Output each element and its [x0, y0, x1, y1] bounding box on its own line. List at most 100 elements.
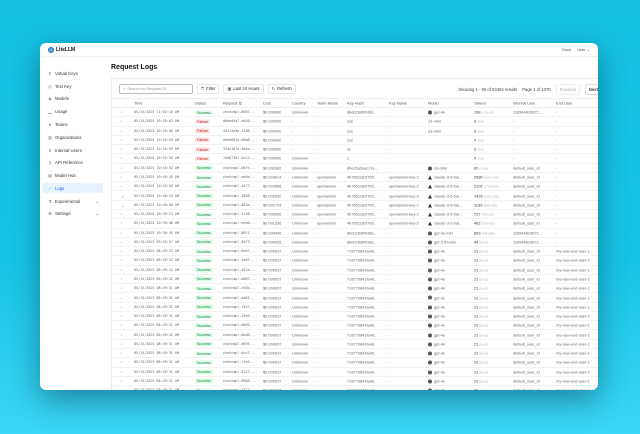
- chevron-right-icon[interactable]: ›: [121, 350, 123, 356]
- chevron-right-icon[interactable]: ›: [121, 230, 123, 236]
- tokens-total: 21: [474, 248, 480, 254]
- table-row[interactable]: › 05/15/2025 08:49:32 AM Success chatcmpl-d…: [112, 266, 598, 275]
- sidebar-item-label: Logs: [55, 185, 65, 191]
- sidebar-item-settings[interactable]: ⚙ Settings ⌄: [42, 208, 103, 218]
- column-header-request-id[interactable]: Request ID: [223, 100, 243, 106]
- chevron-right-icon[interactable]: ›: [121, 313, 123, 319]
- table-row[interactable]: › 05/15/2025 08:49:32 AM Success chatcmpl-2…: [112, 256, 598, 266]
- table-row[interactable]: › 05/15/2025 10:55:00 AM Failure 43474a9b-3…: [112, 127, 598, 136]
- column-header-end-user[interactable]: End User: [556, 100, 573, 106]
- table-row[interactable]: ⌄ 05/15/2025 10:40:33 AM Success chatcmpl-5…: [112, 191, 598, 201]
- column-header-key-name[interactable]: Key Name: [389, 100, 408, 106]
- table-row[interactable]: › 05/15/2025 10:54:59 AM Failure a9ee681d-b…: [112, 136, 598, 146]
- chevron-right-icon[interactable]: ›: [121, 128, 123, 134]
- table-row[interactable]: › 05/15/2025 08:49:31 AM Success chatcmpl-f…: [112, 303, 598, 312]
- sidebar-item-models[interactable]: ◈ Models: [42, 93, 103, 103]
- table-row[interactable]: › 05/15/2025 10:43:00 AM Success chatcmpl-4…: [112, 182, 598, 192]
- table-row[interactable]: › 05/15/2025 08:49:31 AM Success chatcmpl-d…: [112, 321, 598, 331]
- table-row[interactable]: › 05/15/2025 09:53:57 AM Success chatcmpl-8…: [112, 238, 598, 248]
- table-row[interactable]: › 05/15/2025 08:49:31 AM Success chatcmpl-8…: [112, 377, 598, 387]
- table-row[interactable]: › 05/15/2025 08:49:31 AM Success chatcmpl-c…: [112, 284, 598, 294]
- chevron-right-icon[interactable]: ›: [121, 137, 123, 143]
- next-button[interactable]: Next: [584, 84, 598, 95]
- chevron-right-icon[interactable]: ›: [121, 267, 123, 273]
- table-row[interactable]: › 05/15/2025 08:49:31 AM Success chatcmpl-d…: [112, 293, 598, 303]
- column-header-internal-user[interactable]: Internal User: [513, 100, 536, 106]
- chevron-down-icon[interactable]: ⌄: [121, 202, 125, 208]
- chevron-right-icon[interactable]: ›: [121, 248, 123, 254]
- user-menu[interactable]: User ⌄: [577, 47, 590, 52]
- chevron-right-icon[interactable]: ›: [121, 359, 123, 365]
- column-header-team-name[interactable]: Team Name: [317, 100, 338, 106]
- column-header-status[interactable]: Status: [195, 100, 207, 106]
- chevron-right-icon[interactable]: ›: [121, 118, 123, 124]
- docs-link[interactable]: Docs: [561, 47, 572, 52]
- table-row[interactable]: › 05/15/2025 08:49:31 AM Success chatcmpl-8…: [112, 330, 598, 340]
- table-row[interactable]: › 05/15/2025 08:49:32 AM Success chatcmpl-6…: [112, 247, 598, 257]
- table-row[interactable]: › 05/15/2025 08:49:31 AM Success chatcmpl-a…: [112, 275, 598, 285]
- chevron-right-icon[interactable]: ›: [121, 109, 123, 115]
- time-range-button[interactable]: ▦ Last 24 Hours: [223, 83, 264, 94]
- chevron-right-icon[interactable]: ›: [121, 155, 123, 161]
- table-row[interactable]: › 05/15/2025 08:49:31 AM Success chatcmpl-e…: [112, 386, 598, 390]
- chevron-right-icon[interactable]: ›: [121, 239, 123, 245]
- chevron-down-icon[interactable]: ⌄: [121, 193, 125, 199]
- sidebar-item-model-hub[interactable]: ▤ Model Hub: [42, 170, 103, 180]
- search-input[interactable]: ⌕ Search by Request ID: [119, 83, 193, 94]
- previous-button[interactable]: Previous: [555, 84, 580, 95]
- chevron-right-icon[interactable]: ›: [121, 285, 123, 291]
- chevron-right-icon[interactable]: ›: [121, 378, 123, 384]
- chevron-right-icon[interactable]: ›: [121, 332, 123, 338]
- table-row[interactable]: › 05/15/2025 10:39:46 AM Success chatcmpl-e…: [112, 219, 598, 229]
- sidebar-item-logs[interactable]: ⟋ Logs: [42, 183, 103, 193]
- sidebar-item-internal-users[interactable]: ሰ Internal Users: [42, 145, 103, 155]
- chevron-right-icon[interactable]: ›: [121, 165, 123, 171]
- model-name: gpt-4o: [434, 267, 446, 273]
- sidebar-item-teams[interactable]: ጰ Teams: [42, 119, 103, 129]
- chevron-right-icon[interactable]: ›: [121, 295, 123, 301]
- table-row[interactable]: › 05/15/2025 10:54:59 AM Failure 334c187d-4…: [112, 145, 598, 155]
- column-header-country[interactable]: Country: [292, 100, 306, 106]
- chevron-right-icon[interactable]: ›: [121, 220, 123, 226]
- column-header-key-hash[interactable]: Key Hash: [347, 100, 364, 106]
- column-header-tokens[interactable]: Tokens: [474, 100, 487, 106]
- chevron-right-icon[interactable]: ›: [121, 174, 123, 180]
- chevron-right-icon[interactable]: ›: [121, 183, 123, 189]
- logo[interactable]: LiteLLM: [48, 46, 75, 53]
- chevron-right-icon[interactable]: ›: [121, 322, 123, 328]
- chevron-right-icon[interactable]: ›: [121, 369, 123, 375]
- table-row[interactable]: › 05/15/2025 10:55:02 AM Failure d0ded5a7-e…: [112, 117, 598, 127]
- table-row[interactable]: › 05/15/2025 10:39:53 AM Success chatcmpl-5…: [112, 210, 598, 220]
- sidebar-item-api-reference[interactable]: ⚷ API Reference: [42, 157, 103, 167]
- chevron-right-icon[interactable]: ›: [121, 257, 123, 263]
- chevron-right-icon[interactable]: ›: [121, 276, 123, 282]
- table-row[interactable]: › 05/15/2025 08:49:31 AM Success chatcmpl-e…: [112, 340, 598, 350]
- column-header-cost[interactable]: Cost: [263, 100, 271, 106]
- filter-button[interactable]: ⛉ Filter: [197, 83, 220, 94]
- table-row[interactable]: ⌄ 05/15/2025 10:40:08 AM Success chatcmpl-8…: [112, 201, 598, 210]
- chevron-right-icon[interactable]: ›: [121, 341, 123, 347]
- table-row[interactable]: › 05/15/2025 08:49:31 AM Success chatcmpl-4…: [112, 312, 598, 322]
- key-name-cell: -: [389, 118, 391, 124]
- table-row[interactable]: › 05/15/2025 08:49:31 AM Success chatcmpl-8…: [112, 368, 598, 377]
- sidebar-item-usage[interactable]: ▁ Usage: [42, 106, 103, 116]
- table-row[interactable]: › 05/15/2025 08:49:31 AM Success chatcmpl-7…: [112, 358, 598, 368]
- column-header-model[interactable]: Model: [428, 100, 439, 106]
- table-row[interactable]: › 05/15/2025 10:54:58 AM Failure 7eb67387-b…: [112, 154, 598, 164]
- chevron-right-icon[interactable]: ›: [121, 388, 122, 390]
- column-header-time[interactable]: Time: [134, 100, 143, 106]
- chevron-right-icon[interactable]: ›: [121, 211, 123, 217]
- chevron-right-icon[interactable]: ›: [121, 146, 123, 152]
- end-user-cell: -: [556, 220, 558, 226]
- sidebar-item-virtual-keys[interactable]: ⚲ Virtual Keys: [42, 68, 103, 78]
- chevron-right-icon[interactable]: ›: [121, 304, 123, 310]
- table-row[interactable]: › 05/15/2025 10:38:45 AM Success chatcmpl-8…: [112, 229, 598, 238]
- sidebar-item-test-key[interactable]: ◎ Test Key: [42, 81, 103, 91]
- table-row[interactable]: › 05/15/2025 10:45:49 AM Success chatcmpl-e…: [112, 173, 598, 183]
- table-row[interactable]: › 05/15/2025 10:54:54 AM Success chatcmpl-b…: [112, 164, 598, 173]
- sidebar-item-organizations[interactable]: ▥ Organizations: [42, 132, 103, 142]
- table-row[interactable]: › 05/15/2025 08:49:31 AM Success chatcmpl-6…: [112, 349, 598, 359]
- refresh-button[interactable]: ↻ Refresh: [267, 83, 296, 94]
- table-row[interactable]: › 05/15/2025 11:02:18 AM Success chatcmpl-8…: [112, 108, 598, 118]
- sidebar-item-experimental[interactable]: ⚗ Experimental ⌄: [42, 196, 103, 206]
